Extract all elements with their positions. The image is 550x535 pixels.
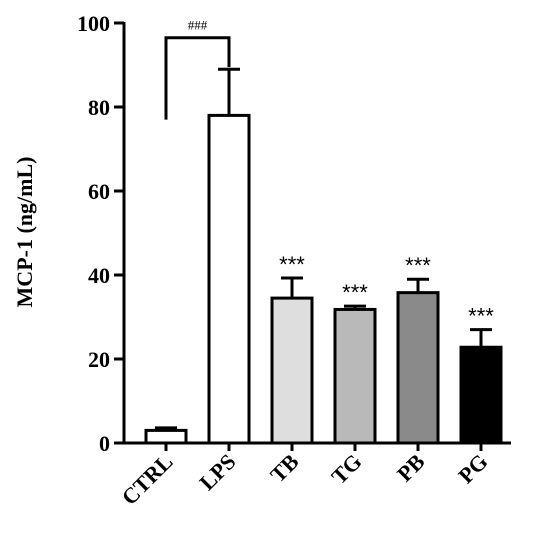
y-tick-label-60: 60 <box>88 179 110 204</box>
y-ticks-group: 0 20 40 60 80 100 <box>77 11 124 456</box>
x-tick-label-ctrl: CTRL <box>117 449 178 510</box>
bar-pb <box>396 291 440 445</box>
bar-lps <box>207 113 251 445</box>
significance-tb: *** <box>279 252 305 277</box>
bar-ctrl <box>144 428 188 445</box>
bar-tg <box>333 307 377 445</box>
bracket-label: ### <box>188 18 208 33</box>
x-tick-label-lps: LPS <box>194 449 240 495</box>
bar-tb <box>270 296 314 445</box>
axes-group <box>122 22 511 451</box>
significance-pg: *** <box>468 304 494 329</box>
x-tick-label-pb: PB <box>392 449 430 487</box>
x-tick-label-pg: PG <box>453 449 492 488</box>
bars-group <box>144 113 503 445</box>
error-bars-group <box>155 67 492 431</box>
y-tick-label-20: 20 <box>88 347 110 372</box>
x-tick-label-tg: TG <box>326 449 366 489</box>
bar-pg <box>459 345 503 445</box>
y-tick-label-40: 40 <box>88 263 110 288</box>
comparison-bracket: ### <box>164 18 231 120</box>
y-axis-label: MCP-1 (ng/mL) <box>12 157 37 308</box>
x-tick-labels-group: CTRL LPS TB TG PB PG <box>117 449 493 510</box>
y-tick-label-100: 100 <box>77 11 110 36</box>
significance-labels-group: *** *** *** *** <box>279 252 494 329</box>
significance-tg: *** <box>342 280 368 305</box>
y-tick-label-0: 0 <box>99 431 110 456</box>
bracket-line <box>164 36 231 120</box>
x-tick-label-tb: TB <box>265 449 304 488</box>
significance-pb: *** <box>405 253 431 278</box>
y-tick-label-80: 80 <box>88 95 110 120</box>
